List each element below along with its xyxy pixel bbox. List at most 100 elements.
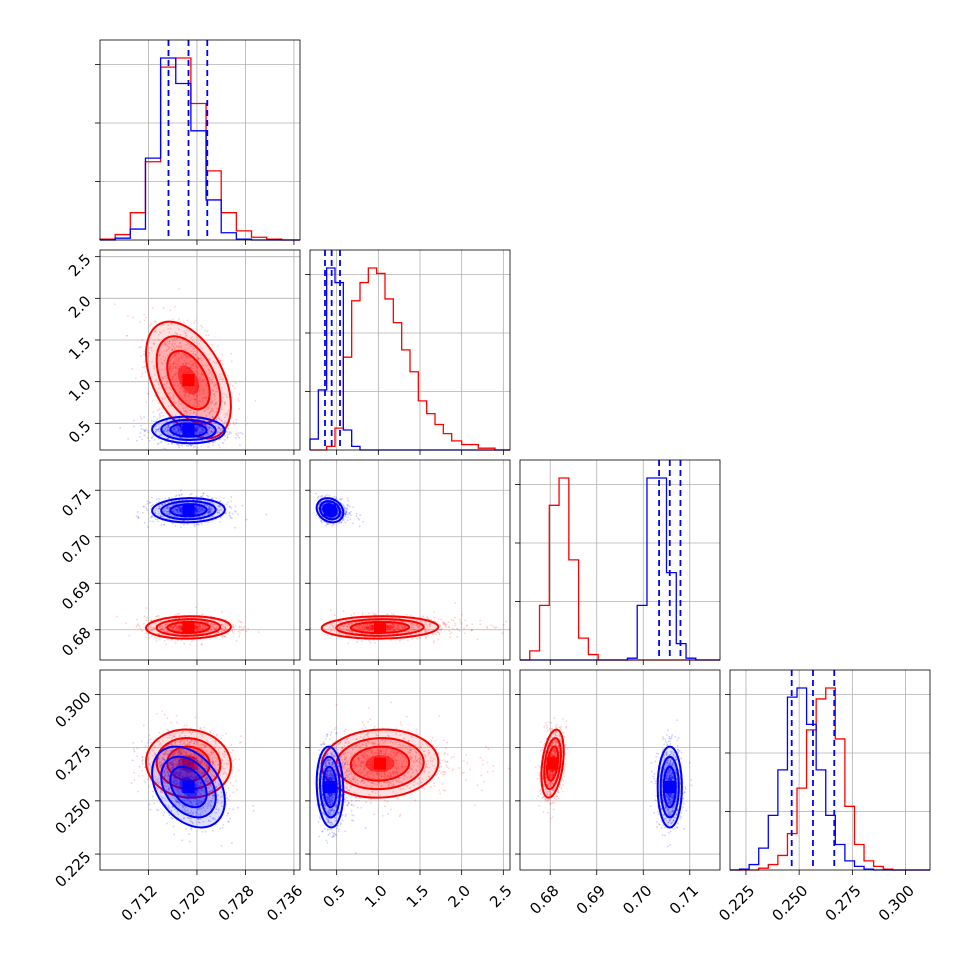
scatter-point (202, 357, 205, 360)
scatter-point (182, 388, 184, 391)
scatter-point (217, 357, 220, 360)
scatter-point (197, 427, 200, 430)
scatter-point (146, 526, 149, 528)
scatter-point (184, 397, 187, 399)
scatter-point (164, 497, 167, 500)
scatter-point (200, 431, 203, 434)
scatter-point (199, 625, 201, 627)
scatter-point (178, 352, 180, 354)
scatter-point (221, 400, 224, 403)
scatter-point (157, 428, 160, 431)
histogram-panel-0 (95, 39, 301, 245)
scatter-point (174, 426, 177, 429)
scatter-point (161, 504, 164, 506)
scatter-point (144, 429, 146, 432)
scatter-point (145, 632, 147, 634)
scatter-point (147, 625, 150, 628)
scatter-point (150, 515, 153, 518)
scatter-point (161, 710, 163, 712)
scatter-point (216, 403, 218, 405)
scatter-point (170, 418, 172, 421)
scatter-point (155, 429, 158, 432)
scatter-point (206, 622, 209, 624)
scatter-point (196, 446, 199, 449)
scatter-point (200, 626, 202, 629)
scatter-point (154, 518, 157, 521)
scatter-point (177, 357, 180, 360)
scatter-point (214, 383, 217, 386)
scatter-point (177, 429, 180, 432)
scatter-point (221, 610, 224, 613)
scatter-point (179, 424, 182, 427)
scatter-point (202, 492, 205, 495)
scatter-point (187, 347, 190, 350)
scatter-point (184, 362, 187, 365)
scatter-point (199, 400, 201, 403)
scatter-point (220, 419, 223, 422)
scatter-point (186, 356, 189, 359)
scatter-point (156, 712, 158, 715)
scatter-point (238, 625, 241, 628)
scatter-point (204, 329, 207, 332)
scatter-point (177, 624, 180, 627)
scatter-point (194, 512, 197, 514)
scatter-point (214, 403, 217, 406)
scatter-point (143, 434, 146, 437)
scatter-point (141, 438, 144, 441)
scatter-point (155, 640, 158, 643)
scatter-point (146, 509, 149, 512)
scatter-point (217, 631, 220, 634)
scatter-point (214, 425, 217, 428)
scatter-point (158, 354, 161, 357)
scatter-point (143, 521, 146, 524)
scatter-point (230, 629, 233, 632)
scatter-point (230, 744, 233, 746)
scatter-point (186, 355, 188, 358)
scatter-point (157, 520, 159, 523)
scatter-point (201, 429, 204, 431)
scatter-point (171, 342, 174, 345)
scatter-point (174, 428, 177, 430)
scatter-point (155, 379, 158, 382)
scatter-point (165, 420, 168, 423)
scatter-point (210, 400, 213, 403)
scatter-point (172, 367, 175, 370)
scatter-point (166, 431, 169, 434)
scatter-point (226, 374, 229, 377)
scatter-point (229, 781, 232, 784)
scatter-point (221, 359, 224, 362)
scatter-point (231, 625, 234, 628)
grid-lines (100, 460, 300, 660)
scatter-point (182, 362, 185, 365)
scatter-point (199, 426, 202, 429)
scatter-point (218, 373, 221, 376)
scatter-point (195, 425, 198, 428)
scatter-point (185, 392, 188, 395)
scatter-point (219, 431, 221, 434)
scatter-point (142, 724, 145, 727)
scatter-point (162, 329, 165, 332)
scatter-point (161, 401, 164, 403)
scatter-point (169, 397, 172, 400)
scatter-point (187, 396, 190, 398)
scatter-point (147, 633, 150, 635)
scatter-point (208, 420, 210, 423)
scatter-point (223, 402, 226, 405)
scatter-point (208, 507, 210, 509)
scatter-point (190, 417, 193, 420)
scatter-point (208, 442, 211, 444)
scatter-point (125, 334, 128, 337)
scatter-point (189, 366, 192, 369)
scatter-point (199, 431, 201, 433)
scatter-point (177, 431, 180, 433)
scatter-point (172, 434, 174, 437)
scatter-point (209, 624, 212, 626)
scatter-point (201, 507, 204, 510)
scatter-point (184, 745, 187, 747)
density-contour-red (145, 320, 232, 440)
scatter-point (198, 628, 201, 631)
panel-frame (519, 459, 721, 661)
density-contour-red (166, 620, 211, 635)
scatter-point (178, 342, 181, 345)
scatter-point (210, 508, 212, 511)
